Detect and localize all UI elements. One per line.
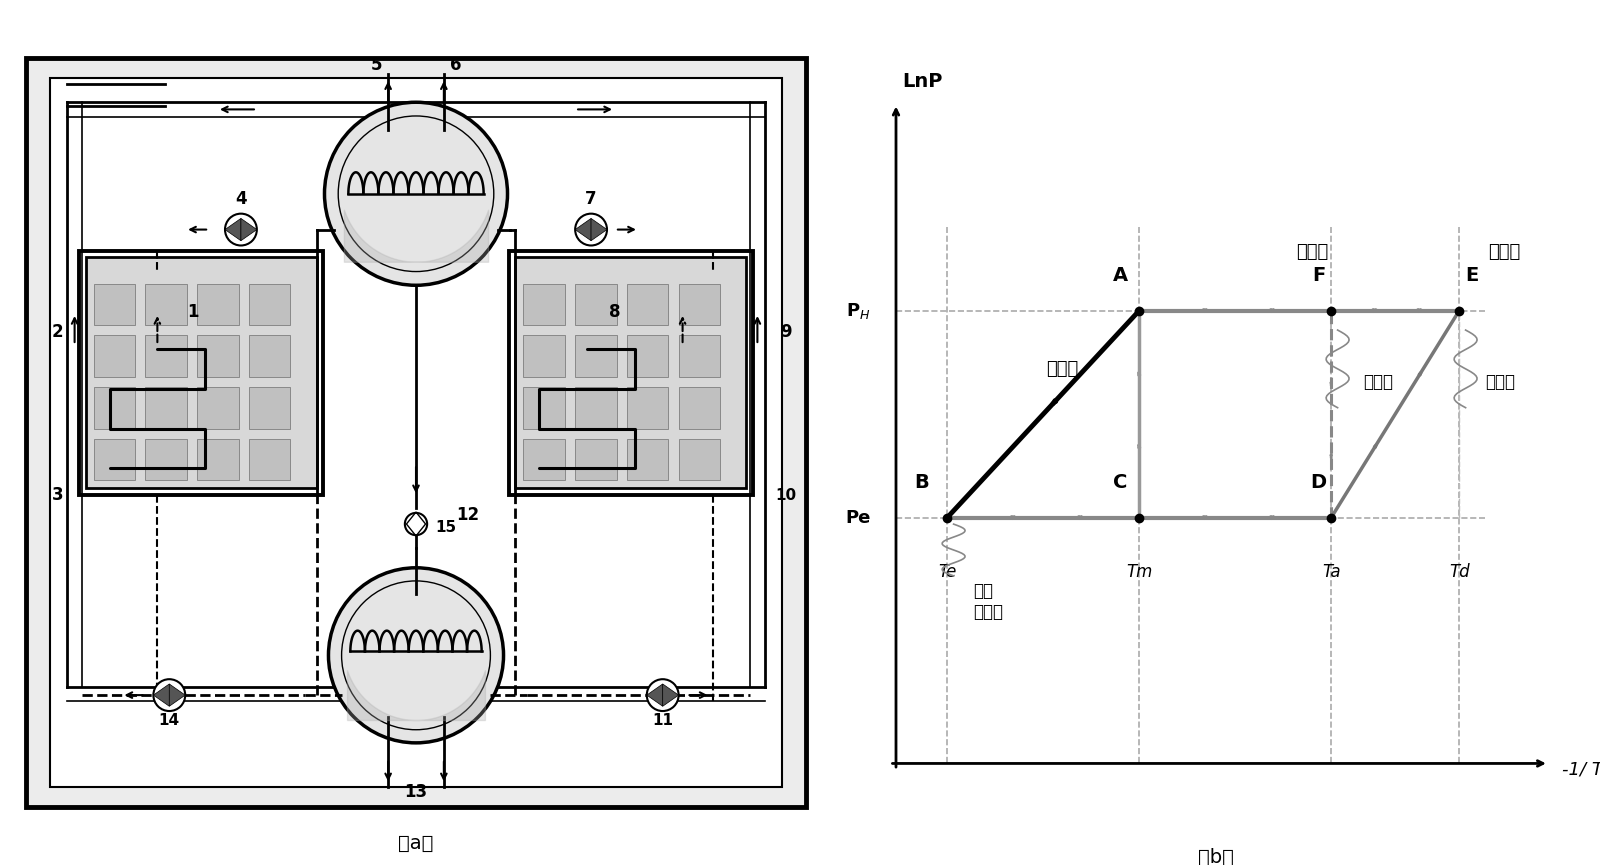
Text: E: E <box>1466 266 1478 285</box>
Text: 吸附
制冷量: 吸附 制冷量 <box>973 582 1003 621</box>
Bar <box>523 388 565 428</box>
Bar <box>574 336 616 377</box>
Bar <box>627 388 669 428</box>
Text: 12: 12 <box>456 506 478 524</box>
Bar <box>94 284 134 325</box>
Bar <box>523 336 565 377</box>
Text: A: A <box>1112 266 1128 285</box>
Bar <box>197 336 238 377</box>
Bar <box>678 439 720 480</box>
Text: B: B <box>914 473 930 492</box>
Text: 13: 13 <box>405 783 427 801</box>
Circle shape <box>328 567 504 743</box>
Polygon shape <box>226 219 242 240</box>
Text: Pe: Pe <box>845 509 870 527</box>
Bar <box>523 284 565 325</box>
Text: P$_{H}$: P$_{H}$ <box>846 301 870 321</box>
Text: 4: 4 <box>235 190 246 208</box>
Bar <box>509 251 752 495</box>
Bar <box>678 336 720 377</box>
Bar <box>515 258 746 488</box>
Bar <box>94 439 134 480</box>
Text: 7: 7 <box>586 190 597 208</box>
Bar <box>146 388 187 428</box>
Bar <box>197 284 238 325</box>
Text: （b）: （b） <box>1198 848 1234 865</box>
Bar <box>250 284 290 325</box>
Bar <box>94 388 134 428</box>
Text: Ta: Ta <box>1322 563 1341 581</box>
Text: 10: 10 <box>776 488 797 503</box>
Bar <box>146 336 187 377</box>
Polygon shape <box>646 684 662 706</box>
Circle shape <box>325 102 507 285</box>
Circle shape <box>646 679 678 711</box>
Polygon shape <box>242 219 258 240</box>
Bar <box>627 336 669 377</box>
Text: 9: 9 <box>781 323 792 341</box>
Polygon shape <box>154 684 170 706</box>
Bar <box>50 79 782 786</box>
Bar <box>678 388 720 428</box>
Text: 6: 6 <box>450 56 461 74</box>
Text: 5: 5 <box>371 56 382 74</box>
Bar <box>146 284 187 325</box>
Text: 加热量: 加热量 <box>1363 373 1394 391</box>
Bar <box>86 258 317 488</box>
Text: D: D <box>1310 473 1326 492</box>
Text: Tm: Tm <box>1126 563 1152 581</box>
Text: -1/ T: -1/ T <box>1562 761 1600 779</box>
Circle shape <box>574 214 606 246</box>
Text: 15: 15 <box>435 520 458 535</box>
Bar <box>197 439 238 480</box>
Bar <box>627 284 669 325</box>
Text: Td: Td <box>1450 563 1469 581</box>
Text: 14: 14 <box>158 714 179 728</box>
Bar <box>146 439 187 480</box>
Text: Te: Te <box>938 563 957 581</box>
Bar <box>678 284 720 325</box>
Polygon shape <box>574 219 590 240</box>
Bar <box>250 336 290 377</box>
Text: C: C <box>1114 473 1126 492</box>
Bar <box>94 336 134 377</box>
Circle shape <box>405 513 427 535</box>
Bar <box>574 284 616 325</box>
Text: LnP: LnP <box>902 72 942 91</box>
Text: 制冷剂: 制冷剂 <box>1046 360 1078 378</box>
Text: 2: 2 <box>53 323 64 341</box>
Bar <box>574 439 616 480</box>
Polygon shape <box>170 684 186 706</box>
Circle shape <box>154 679 186 711</box>
Circle shape <box>226 214 258 246</box>
Text: 低温盐: 低温盐 <box>1296 243 1328 261</box>
Bar <box>197 388 238 428</box>
Text: 8: 8 <box>610 303 621 321</box>
Bar <box>250 388 290 428</box>
Bar <box>574 388 616 428</box>
Text: 3: 3 <box>53 486 64 504</box>
Bar <box>523 439 565 480</box>
Text: 高温盐: 高温盐 <box>1488 243 1520 261</box>
Text: （a）: （a） <box>398 835 434 854</box>
Bar <box>250 439 290 480</box>
Text: 11: 11 <box>653 714 674 728</box>
Bar <box>627 439 669 480</box>
Polygon shape <box>590 219 606 240</box>
Bar <box>80 251 323 495</box>
Text: 1: 1 <box>187 303 198 321</box>
Text: 加热量: 加热量 <box>1485 373 1515 391</box>
Text: F: F <box>1312 266 1325 285</box>
Polygon shape <box>662 684 678 706</box>
